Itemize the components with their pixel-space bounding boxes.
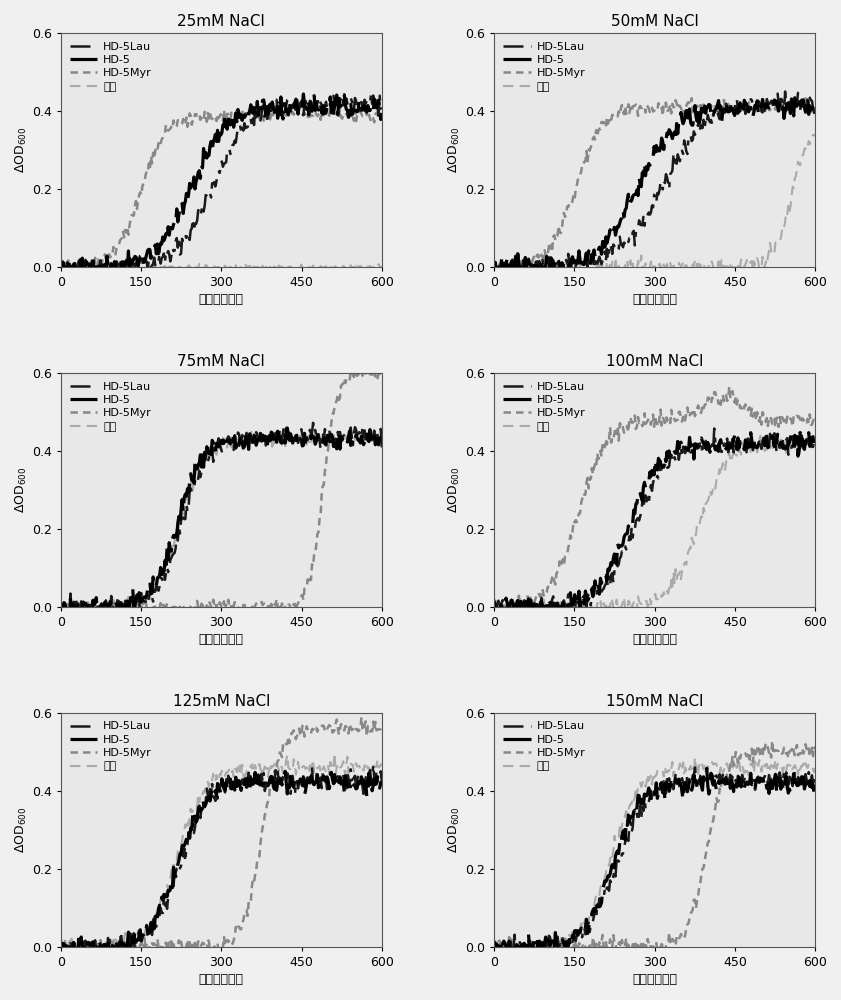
Title: 25mM NaCl: 25mM NaCl [177,14,265,29]
Title: 75mM NaCl: 75mM NaCl [177,354,265,369]
X-axis label: 时间（分钟）: 时间（分钟） [632,293,677,306]
X-axis label: 时间（分钟）: 时间（分钟） [198,973,244,986]
Y-axis label: $\Delta$OD$_{600}$: $\Delta$OD$_{600}$ [14,127,29,173]
X-axis label: 时间（分钟）: 时间（分钟） [632,973,677,986]
Legend: HD-5Lau, HD-5, HD-5Myr, 对照: HD-5Lau, HD-5, HD-5Myr, 对照 [500,718,589,775]
Legend: HD-5Lau, HD-5, HD-5Myr, 对照: HD-5Lau, HD-5, HD-5Myr, 对照 [66,718,155,775]
X-axis label: 时间（分钟）: 时间（分钟） [198,633,244,646]
Legend: HD-5Lau, HD-5, HD-5Myr, 对照: HD-5Lau, HD-5, HD-5Myr, 对照 [66,38,155,95]
Title: 50mM NaCl: 50mM NaCl [611,14,699,29]
Title: 150mM NaCl: 150mM NaCl [606,694,703,709]
Y-axis label: $\Delta$OD$_{600}$: $\Delta$OD$_{600}$ [447,467,463,513]
Y-axis label: $\Delta$OD$_{600}$: $\Delta$OD$_{600}$ [14,467,29,513]
Legend: HD-5Lau, HD-5, HD-5Myr, 对照: HD-5Lau, HD-5, HD-5Myr, 对照 [66,378,155,435]
Legend: HD-5Lau, HD-5, HD-5Myr, 对照: HD-5Lau, HD-5, HD-5Myr, 对照 [500,378,589,435]
Title: 100mM NaCl: 100mM NaCl [606,354,703,369]
Title: 125mM NaCl: 125mM NaCl [172,694,270,709]
X-axis label: 时间（分钟）: 时间（分钟） [198,293,244,306]
Legend: HD-5Lau, HD-5, HD-5Myr, 对照: HD-5Lau, HD-5, HD-5Myr, 对照 [500,38,589,95]
X-axis label: 时间（分钟）: 时间（分钟） [632,633,677,646]
Y-axis label: $\Delta$OD$_{600}$: $\Delta$OD$_{600}$ [447,127,463,173]
Y-axis label: $\Delta$OD$_{600}$: $\Delta$OD$_{600}$ [14,807,29,853]
Y-axis label: $\Delta$OD$_{600}$: $\Delta$OD$_{600}$ [447,807,463,853]
